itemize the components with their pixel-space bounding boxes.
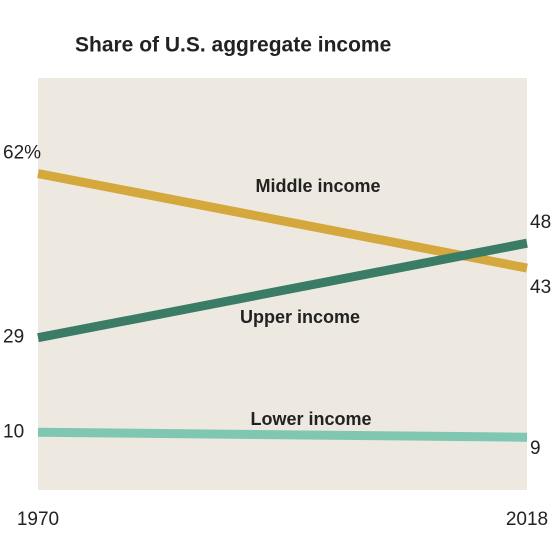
value-label: 10 xyxy=(3,421,24,442)
value-label: 43 xyxy=(530,277,551,298)
value-label: 9 xyxy=(530,438,541,459)
x-tick-label: 1970 xyxy=(17,509,59,530)
series-label: Middle income xyxy=(255,176,380,196)
series-line xyxy=(37,427,528,442)
series-line xyxy=(37,169,528,273)
chart-title: Share of U.S. aggregate income xyxy=(75,34,391,57)
value-label: 62% xyxy=(3,143,41,164)
series-label: Lower income xyxy=(250,409,371,429)
series-line xyxy=(37,238,528,343)
value-label: 29 xyxy=(3,327,24,348)
series-label: Upper income xyxy=(240,307,360,327)
value-label: 48 xyxy=(530,212,551,233)
plot-background xyxy=(38,78,527,490)
x-tick-label: 2018 xyxy=(506,509,548,530)
